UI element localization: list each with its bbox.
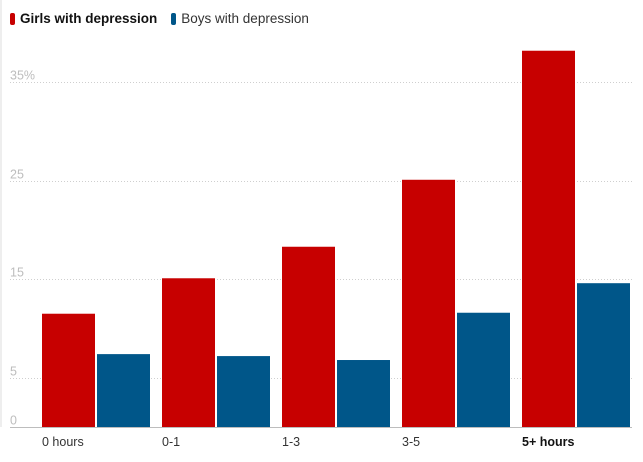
x-tick-label: 3-5 — [402, 435, 420, 449]
y-tick-label: 15 — [10, 266, 24, 280]
y-tick-label: 5 — [10, 365, 17, 379]
x-tick-label: 5+ hours — [522, 435, 574, 449]
x-tick-label: 0-1 — [162, 435, 180, 449]
bar-boys — [337, 360, 390, 427]
bar-girls — [162, 278, 215, 427]
bar-girls — [522, 50, 575, 427]
bar-boys — [457, 312, 510, 427]
bar-boys — [97, 354, 150, 427]
legend-label-boys: Boys with depression — [181, 11, 309, 26]
y-tick-label: 35% — [10, 69, 35, 83]
x-tick-label: 1-3 — [282, 435, 300, 449]
x-tick-label: 0 hours — [42, 435, 84, 449]
bar-boys — [217, 356, 270, 427]
legend: Girls with depression Boys with depressi… — [10, 11, 323, 26]
bar-boys — [577, 283, 630, 427]
legend-item-boys: Boys with depression — [171, 11, 309, 26]
bar-girls — [282, 246, 335, 427]
y-tick-label: 25 — [10, 168, 24, 182]
legend-swatch-girls — [10, 12, 15, 25]
bar-girls — [402, 179, 455, 427]
y-tick-label: 0 — [10, 414, 17, 428]
bar-girls — [42, 313, 95, 427]
legend-swatch-boys — [171, 12, 177, 25]
legend-item-girls: Girls with depression — [10, 11, 157, 26]
legend-label-girls: Girls with depression — [20, 11, 158, 26]
